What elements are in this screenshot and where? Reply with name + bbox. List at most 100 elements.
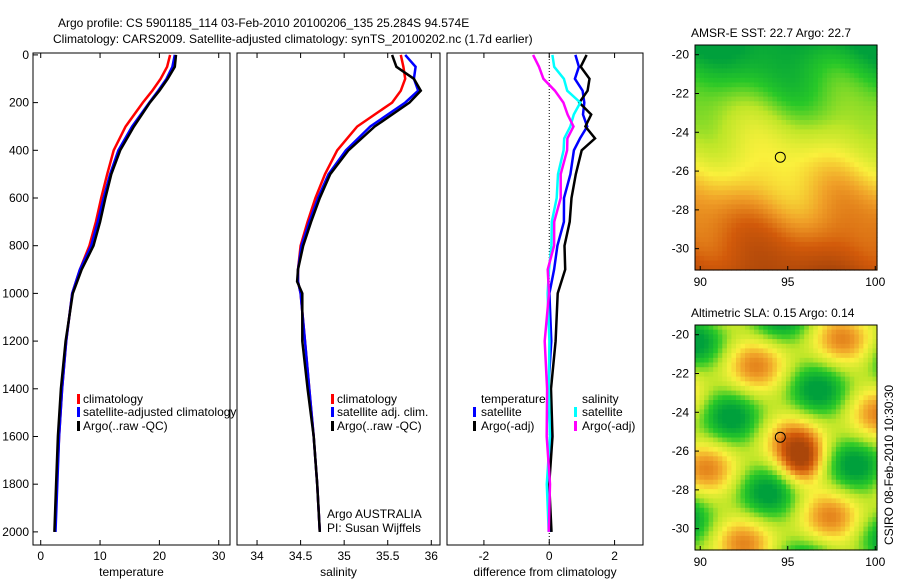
map-cell — [704, 535, 710, 542]
map-cell — [731, 110, 737, 116]
map-cell — [772, 166, 778, 173]
map-cell — [699, 143, 705, 149]
map-cell — [817, 105, 823, 112]
map-cell — [731, 531, 737, 537]
map-cell — [749, 479, 755, 485]
map-cell — [872, 414, 878, 420]
map-cell — [767, 432, 773, 439]
map-cell — [822, 162, 828, 168]
map-cell — [858, 362, 864, 368]
map-cell — [708, 414, 714, 420]
map-cell — [863, 213, 869, 220]
map-cell — [726, 489, 732, 495]
map-cell — [790, 329, 796, 335]
map-cell — [804, 545, 810, 551]
map-cell — [717, 353, 723, 359]
map-cell — [867, 367, 873, 373]
map-cell — [831, 418, 837, 425]
map-cell — [763, 190, 769, 196]
map-cell — [817, 423, 823, 429]
map-cell — [813, 45, 819, 51]
map-cell — [786, 371, 792, 378]
map-cell — [790, 63, 796, 70]
map-cell — [858, 255, 864, 262]
map-cell — [717, 400, 723, 406]
map-cell — [726, 157, 732, 163]
map-cell — [763, 503, 769, 509]
map-cell — [858, 59, 864, 65]
map-cell — [713, 456, 719, 462]
map-cell — [767, 385, 773, 392]
map-cell — [758, 152, 764, 159]
map-cell — [740, 138, 746, 145]
map-cell — [749, 362, 755, 368]
map-cell — [767, 138, 773, 145]
map-cell — [799, 343, 805, 350]
map-cell — [726, 68, 732, 74]
map-cell — [731, 325, 737, 331]
map-cell — [726, 45, 732, 51]
map-cell — [722, 138, 728, 145]
map-cell — [745, 475, 751, 481]
map-cell — [731, 521, 737, 528]
map-cell — [804, 517, 810, 523]
x-axis-label: salinity — [320, 565, 357, 579]
map-cell — [813, 246, 819, 252]
map-cell — [695, 517, 701, 523]
map-cell — [708, 124, 714, 130]
map-cell — [799, 418, 805, 425]
map-cell — [822, 498, 828, 504]
map-cell — [831, 199, 837, 205]
map-cell — [854, 110, 860, 116]
map-cell — [745, 148, 751, 154]
map-pixels — [695, 325, 878, 551]
map-cell — [872, 423, 878, 429]
map-cell — [854, 218, 860, 224]
map-cell — [745, 400, 751, 406]
map-cell — [758, 246, 764, 252]
map-cell — [722, 185, 728, 191]
map-cell — [767, 227, 773, 234]
map-cell — [827, 325, 833, 331]
map-cell — [813, 381, 819, 387]
map-cell — [695, 503, 701, 509]
map-cell — [758, 526, 764, 532]
map-cell — [745, 489, 751, 495]
map-cell — [795, 329, 801, 335]
map-cell — [849, 63, 855, 70]
map-cell — [831, 357, 837, 364]
map-cell — [808, 334, 814, 340]
map-cell — [745, 418, 751, 425]
map-cell — [740, 456, 746, 462]
map-cell — [758, 503, 764, 509]
map-cell — [822, 241, 828, 248]
map-cell — [722, 376, 728, 382]
map-cell — [817, 428, 823, 434]
map-cell — [731, 91, 737, 98]
map-cell — [731, 357, 737, 364]
map-cell — [840, 475, 846, 481]
map-cell — [799, 171, 805, 177]
map-cell — [704, 521, 710, 528]
map-cell — [722, 45, 728, 51]
map-cell — [731, 442, 737, 448]
map-cell — [763, 260, 769, 266]
map-cell — [740, 241, 746, 248]
map-cell — [767, 176, 773, 182]
map-cell — [717, 204, 723, 210]
map-cell — [704, 465, 710, 471]
map-cell — [827, 227, 833, 234]
map-cell — [863, 493, 869, 500]
map-cell — [767, 49, 773, 55]
map-cell — [867, 535, 873, 542]
map-cell — [867, 213, 873, 220]
map-cell — [722, 381, 728, 387]
map-cell — [790, 166, 796, 173]
map-cell — [804, 251, 810, 257]
map-cell — [740, 503, 746, 509]
map-cell — [763, 232, 769, 238]
map-cell — [804, 110, 810, 116]
map-cell — [867, 68, 873, 74]
map-cell — [854, 414, 860, 420]
map-cell — [858, 213, 864, 220]
